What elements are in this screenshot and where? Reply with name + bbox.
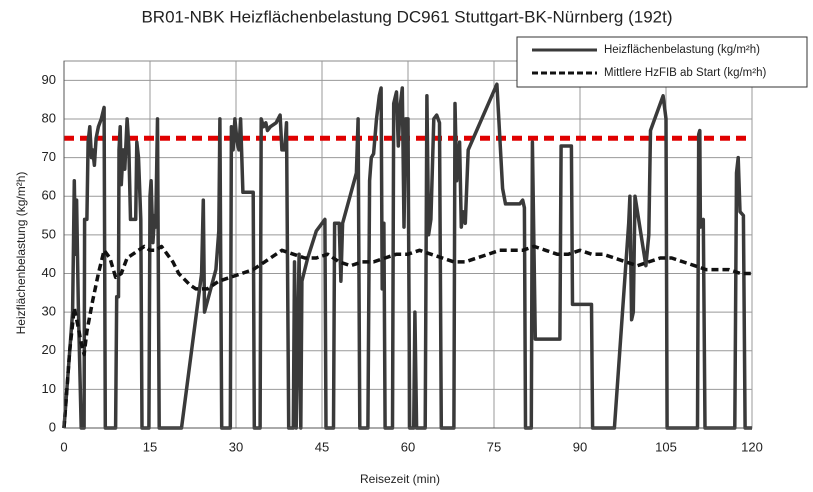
y-tick-label: 80 bbox=[42, 110, 56, 125]
y-tick-label: 60 bbox=[42, 188, 56, 203]
y-tick-label: 10 bbox=[42, 381, 56, 396]
y-tick-label: 30 bbox=[42, 304, 56, 319]
y-axis-label: Heizflächenbelastung (kg/m²h) bbox=[14, 172, 28, 335]
x-tick-label: 75 bbox=[487, 439, 501, 454]
y-tick-label: 40 bbox=[42, 265, 56, 280]
y-tick-label: 90 bbox=[42, 72, 56, 87]
x-tick-label: 30 bbox=[229, 439, 243, 454]
x-tick-label: 45 bbox=[315, 439, 329, 454]
x-tick-label: 120 bbox=[741, 439, 763, 454]
x-tick-label: 105 bbox=[655, 439, 677, 454]
x-tick-label: 90 bbox=[573, 439, 587, 454]
legend-box bbox=[516, 36, 808, 88]
y-tick-label: 0 bbox=[49, 419, 56, 434]
x-tick-label: 15 bbox=[143, 439, 157, 454]
y-tick-label: 50 bbox=[42, 226, 56, 241]
series-line bbox=[62, 82, 752, 430]
x-tick-label: 60 bbox=[401, 439, 415, 454]
chart-title: BR01-NBK Heizflächenbelastung DC961 Stut… bbox=[141, 7, 672, 26]
y-tick-label: 20 bbox=[42, 342, 56, 357]
legend-label: Heizflächenbelastung (kg/m²h) bbox=[604, 44, 760, 56]
legend-label: Mittlere HzFIB ab Start (kg/m²h) bbox=[604, 67, 766, 79]
x-axis-label: Reisezeit (min) bbox=[360, 472, 440, 486]
series-line bbox=[62, 244, 752, 429]
x-tick-label: 0 bbox=[60, 439, 67, 454]
y-tick-label: 70 bbox=[42, 149, 56, 164]
